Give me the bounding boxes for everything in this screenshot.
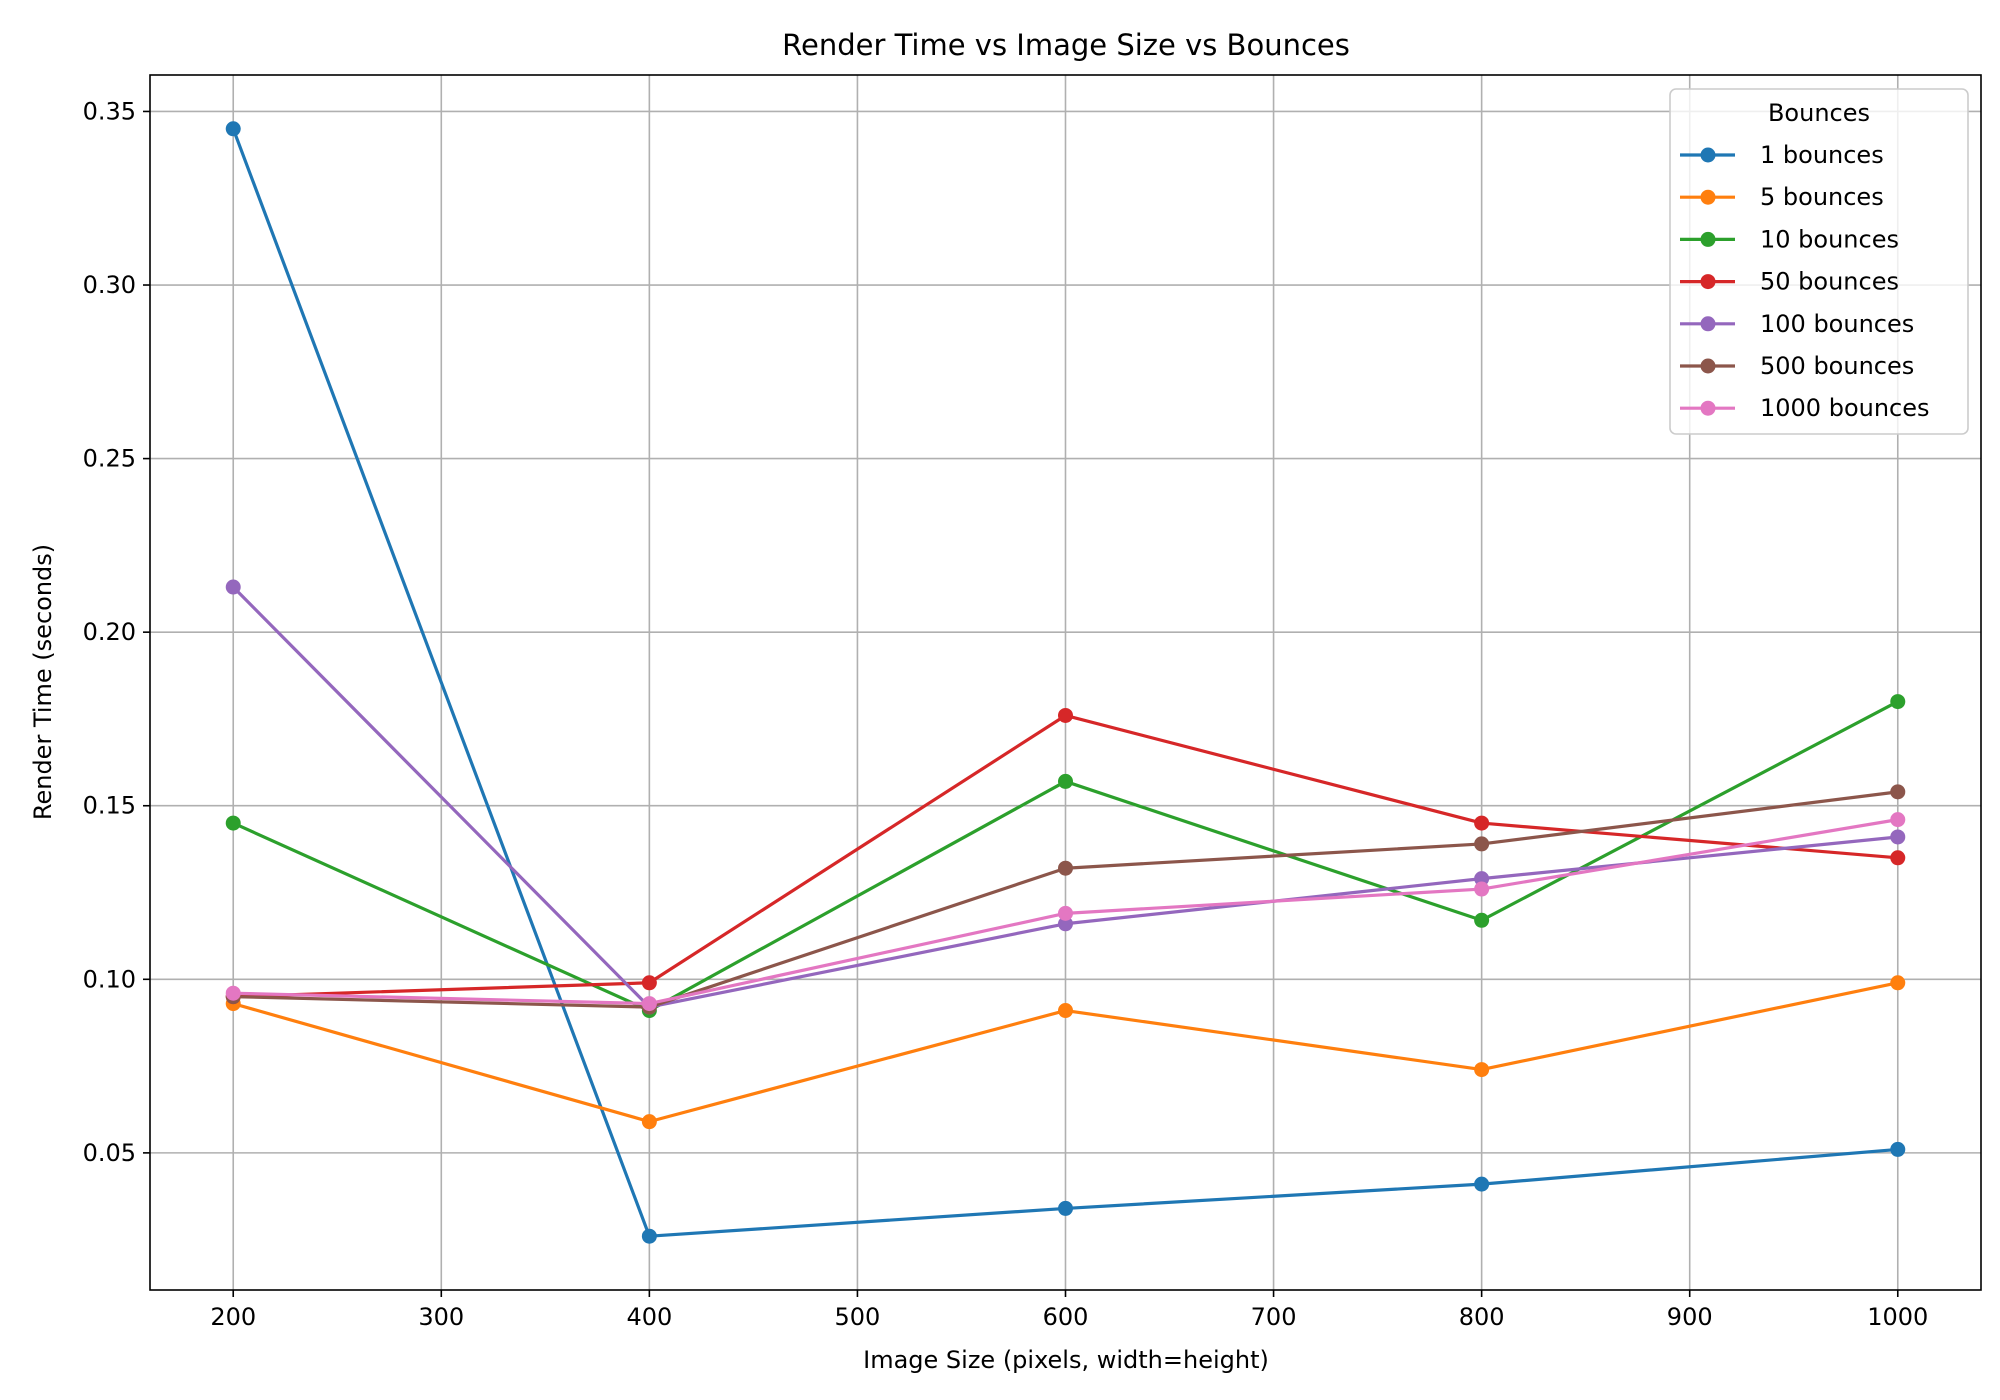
legend-title: Bounces — [1768, 99, 1870, 127]
y-axis-label: Render Time (seconds) — [29, 544, 57, 820]
data-point — [1058, 905, 1073, 921]
data-point — [641, 1228, 657, 1244]
legend-marker — [1700, 316, 1716, 332]
data-point — [225, 985, 241, 1001]
x-tick-label: 300 — [418, 1303, 464, 1331]
series-1000-bounces — [225, 812, 1906, 1012]
series-layer — [225, 121, 1906, 1244]
data-point — [225, 579, 241, 595]
legend-marker — [1700, 358, 1716, 374]
legend-marker — [1700, 400, 1716, 416]
y-tick-label: 0.20 — [83, 618, 136, 646]
data-point — [1474, 881, 1490, 897]
data-point — [1058, 773, 1073, 789]
legend-label: 1 bounces — [1760, 141, 1884, 169]
x-tick-label: 700 — [1251, 1303, 1297, 1331]
data-point — [225, 121, 241, 137]
legend-entry: 10 bounces — [1680, 225, 1899, 253]
legend-marker — [1700, 189, 1716, 205]
legend-marker — [1700, 274, 1716, 290]
legend: Bounces 1 bounces 5 bounces 10 bounces 50 b… — [1669, 88, 1969, 435]
legend-label: 10 bounces — [1760, 225, 1899, 253]
x-axis-label: Image Size (pixels, width=height) — [863, 1346, 1269, 1374]
x-tick-label: 800 — [1459, 1303, 1505, 1331]
legend-label: 500 bounces — [1760, 352, 1914, 380]
legend-label: 5 bounces — [1760, 183, 1884, 211]
data-point — [1058, 860, 1073, 876]
legend-entry: 1000 bounces — [1680, 394, 1930, 422]
data-point — [1890, 975, 1906, 991]
data-point — [1890, 784, 1906, 800]
x-tick-label: 500 — [835, 1303, 881, 1331]
legend-entry: 50 bounces — [1680, 268, 1899, 296]
data-point — [1474, 1062, 1490, 1078]
data-point — [1890, 694, 1906, 710]
y-tick-label: 0.15 — [83, 792, 136, 820]
data-point — [1890, 812, 1906, 828]
x-axis-ticks: 200 300 400 500 600 700 800 900 1000 — [210, 1290, 1928, 1331]
data-point — [1474, 1176, 1490, 1192]
y-tick-label: 0.25 — [83, 445, 136, 473]
legend-entry: 500 bounces — [1680, 352, 1914, 380]
x-tick-label: 400 — [626, 1303, 672, 1331]
data-point — [1474, 871, 1490, 887]
data-point — [1474, 912, 1490, 928]
series-5-bounces — [225, 975, 1906, 1130]
data-point — [1058, 707, 1073, 723]
grid-lines — [150, 75, 1981, 1290]
y-axis-ticks: 0.05 0.10 0.15 0.20 0.25 0.30 0.35 — [83, 97, 150, 1167]
data-point — [1058, 1200, 1073, 1216]
chart-title: Render Time vs Image Size vs Bounces — [782, 28, 1350, 62]
data-point — [1890, 850, 1906, 866]
data-point — [1058, 916, 1073, 932]
data-point — [641, 1114, 657, 1130]
x-tick-label: 600 — [1043, 1303, 1089, 1331]
data-point — [1058, 1003, 1073, 1019]
data-point — [1890, 1141, 1906, 1157]
data-point — [1890, 829, 1906, 845]
legend-label: 1000 bounces — [1760, 394, 1930, 422]
legend-entries: 1 bounces 5 bounces 10 bounces 50 bounces 10… — [1680, 141, 1930, 422]
y-tick-label: 0.10 — [83, 965, 136, 993]
y-tick-label: 0.05 — [83, 1139, 136, 1167]
data-point — [1474, 836, 1490, 852]
data-point — [225, 815, 241, 831]
legend-marker — [1700, 147, 1716, 163]
legend-entry: 5 bounces — [1680, 183, 1884, 211]
x-tick-label: 200 — [210, 1303, 256, 1331]
legend-label: 50 bounces — [1760, 268, 1899, 296]
legend-label: 100 bounces — [1760, 310, 1914, 338]
x-tick-label: 900 — [1667, 1303, 1713, 1331]
legend-entry: 1 bounces — [1680, 141, 1884, 169]
x-tick-label: 1000 — [1867, 1303, 1928, 1331]
legend-frame — [1669, 88, 1969, 435]
data-point — [641, 975, 657, 991]
data-point — [1474, 815, 1490, 831]
legend-marker — [1700, 231, 1716, 247]
y-tick-label: 0.30 — [83, 271, 136, 299]
legend-entry: 100 bounces — [1680, 310, 1914, 338]
y-tick-label: 0.35 — [83, 97, 136, 125]
data-point — [641, 996, 657, 1012]
